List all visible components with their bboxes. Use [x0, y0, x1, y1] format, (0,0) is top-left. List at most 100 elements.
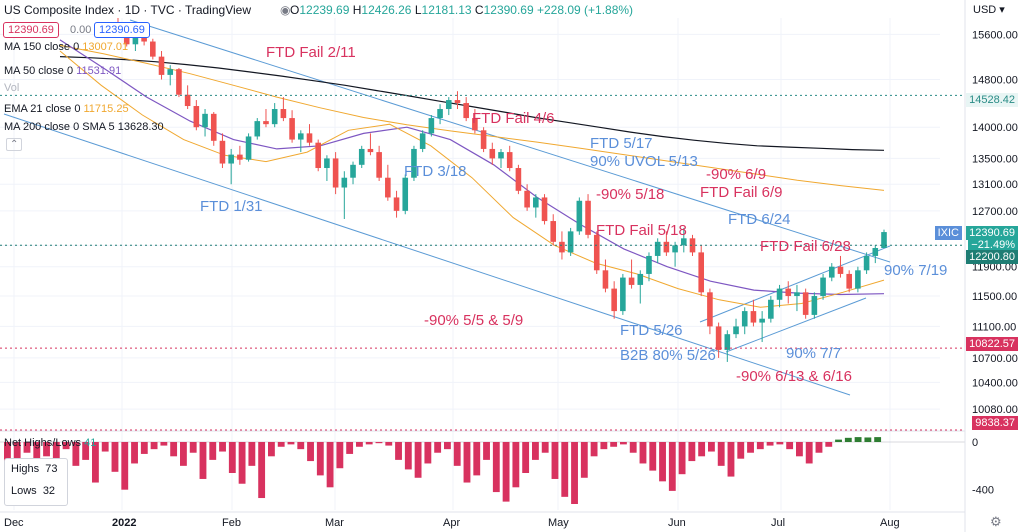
candle-body: [637, 273, 644, 285]
y-tick-label: 10080.00: [972, 404, 1018, 416]
candle-body: [245, 136, 252, 160]
trend-channels: [3, 19, 891, 396]
subpane-tick-label: 0: [972, 437, 978, 449]
candle-body: [184, 94, 191, 107]
candle-body: [724, 334, 731, 350]
candle-body: [785, 288, 792, 297]
bid-box[interactable]: 12390.69: [3, 22, 59, 38]
eye-icon[interactable]: ◉: [280, 3, 291, 17]
ask-box[interactable]: 12390.69: [94, 22, 150, 38]
chart-annotation[interactable]: FTD 6/24: [728, 211, 791, 228]
histogram-bar: [815, 442, 823, 453]
histogram-bar: [551, 442, 559, 479]
indicator-row[interactable]: MA 50 close 0 11531.91: [4, 65, 121, 77]
trend-line: [129, 19, 891, 263]
price-tag: 9838.37: [972, 416, 1018, 430]
indicator-row[interactable]: MA 150 close 0 13007.01: [4, 41, 128, 53]
histogram-bar: [610, 442, 618, 447]
y-tick-label: 11500.00: [972, 291, 1017, 303]
chart-annotation[interactable]: B2B 80% 5/26: [620, 347, 716, 364]
chart-annotation[interactable]: FTD 1/31: [200, 198, 263, 215]
histogram-bar: [140, 442, 148, 454]
candle-body: [680, 238, 687, 246]
histogram-bar: [874, 437, 882, 442]
histogram-bar: [844, 437, 852, 442]
chart-annotation[interactable]: -90% 5/18: [596, 186, 665, 203]
candle-body: [376, 152, 382, 178]
histogram-bar: [199, 442, 207, 479]
candle-body: [672, 245, 678, 253]
chart-annotation[interactable]: FTD 5/26: [620, 322, 683, 339]
price-tag: 12200.80: [966, 250, 1018, 264]
chart-annotation[interactable]: -90% 6/9: [706, 166, 767, 183]
histogram-bar: [62, 442, 70, 450]
candle-body: [472, 118, 478, 131]
candle-body: [167, 69, 174, 75]
indicator-value: 13628.30: [114, 121, 164, 133]
currency-label[interactable]: USD ▾: [973, 4, 1005, 16]
chart-annotation[interactable]: -90% 6/13 & 6/16: [736, 368, 852, 385]
subpane-title[interactable]: Net Highs/Lows 41: [4, 437, 97, 449]
candle-body: [768, 299, 774, 319]
chart-annotation[interactable]: FTD 3/18: [404, 163, 467, 180]
chart-annotation[interactable]: FTD Fail 6/9: [700, 184, 783, 201]
histogram-bar: [541, 442, 549, 453]
indicator-row[interactable]: Vol: [4, 82, 19, 94]
histogram-bar: [150, 442, 158, 450]
chart-annotation[interactable]: 90% UVOL 5/13: [590, 153, 698, 170]
indicator-value: 11715.25: [80, 103, 129, 115]
chart-annotation[interactable]: 90% 7/7: [786, 345, 842, 362]
candle-body: [628, 277, 635, 285]
histogram-bar: [307, 442, 314, 462]
candle-body: [881, 232, 887, 249]
symbol-title[interactable]: US Composite Index · 1D · TVC · TradingV…: [4, 3, 251, 17]
histogram-bar: [580, 442, 588, 478]
candle-body: [620, 277, 626, 312]
horizontal-levels: [0, 94, 965, 431]
x-tick-label: 2022: [112, 517, 136, 529]
settings-gear-icon[interactable]: ⚙: [990, 514, 1002, 529]
histogram-bar: [678, 442, 686, 475]
indicator-row[interactable]: EMA 21 close 0 11715.25: [4, 103, 129, 115]
histogram-bar: [483, 442, 490, 460]
histogram-bar: [561, 442, 569, 497]
histogram-bar: [639, 442, 647, 464]
indicator-row[interactable]: MA 200 close 0 SMA 5 13628.30: [4, 121, 164, 133]
chart-annotation[interactable]: FTD Fail 6/28: [760, 238, 851, 255]
candle-body: [759, 318, 765, 323]
candle-body: [550, 221, 557, 242]
candle-body: [219, 140, 226, 164]
chart-annotation[interactable]: FTD Fail 2/11: [266, 44, 356, 61]
candle-body: [480, 130, 487, 149]
histogram-bar: [532, 442, 539, 460]
histogram-bar: [395, 442, 402, 460]
histogram-bar: [43, 442, 50, 457]
histogram-bar: [33, 442, 41, 473]
chart-annotation[interactable]: -90% 5/5 & 5/9: [424, 312, 524, 329]
candle-body: [567, 231, 574, 253]
candle-body: [646, 255, 652, 274]
y-tick-label: 14000.00: [972, 122, 1018, 134]
histogram-bar: [336, 442, 344, 469]
histogram-bar: [766, 442, 774, 446]
candle-body: [306, 133, 313, 143]
indicator-label: MA 150 close 0: [4, 41, 80, 53]
collapse-chevron-icon[interactable]: ⌃: [6, 138, 23, 151]
histogram-bar: [189, 442, 197, 453]
histogram-bar: [404, 442, 412, 470]
chart-annotation[interactable]: 90% 7/19: [884, 262, 948, 279]
trend-line: [3, 113, 851, 396]
y-tick-label: 10700.00: [972, 353, 1018, 365]
candle-body: [315, 142, 322, 169]
histogram-bar: [131, 442, 138, 464]
chart-annotation[interactable]: FTD Fail 5/18: [596, 222, 687, 239]
candle-body: [533, 197, 539, 208]
histogram-bar: [629, 442, 637, 453]
histogram-bar: [786, 442, 794, 450]
chart-annotation[interactable]: FTD Fail 4/6: [472, 110, 555, 127]
histogram-bar: [668, 442, 676, 491]
chart-annotation[interactable]: FTD 5/17: [590, 135, 653, 152]
candle-body: [698, 252, 705, 293]
histogram-bar: [424, 442, 432, 464]
histogram-bar: [248, 442, 256, 466]
